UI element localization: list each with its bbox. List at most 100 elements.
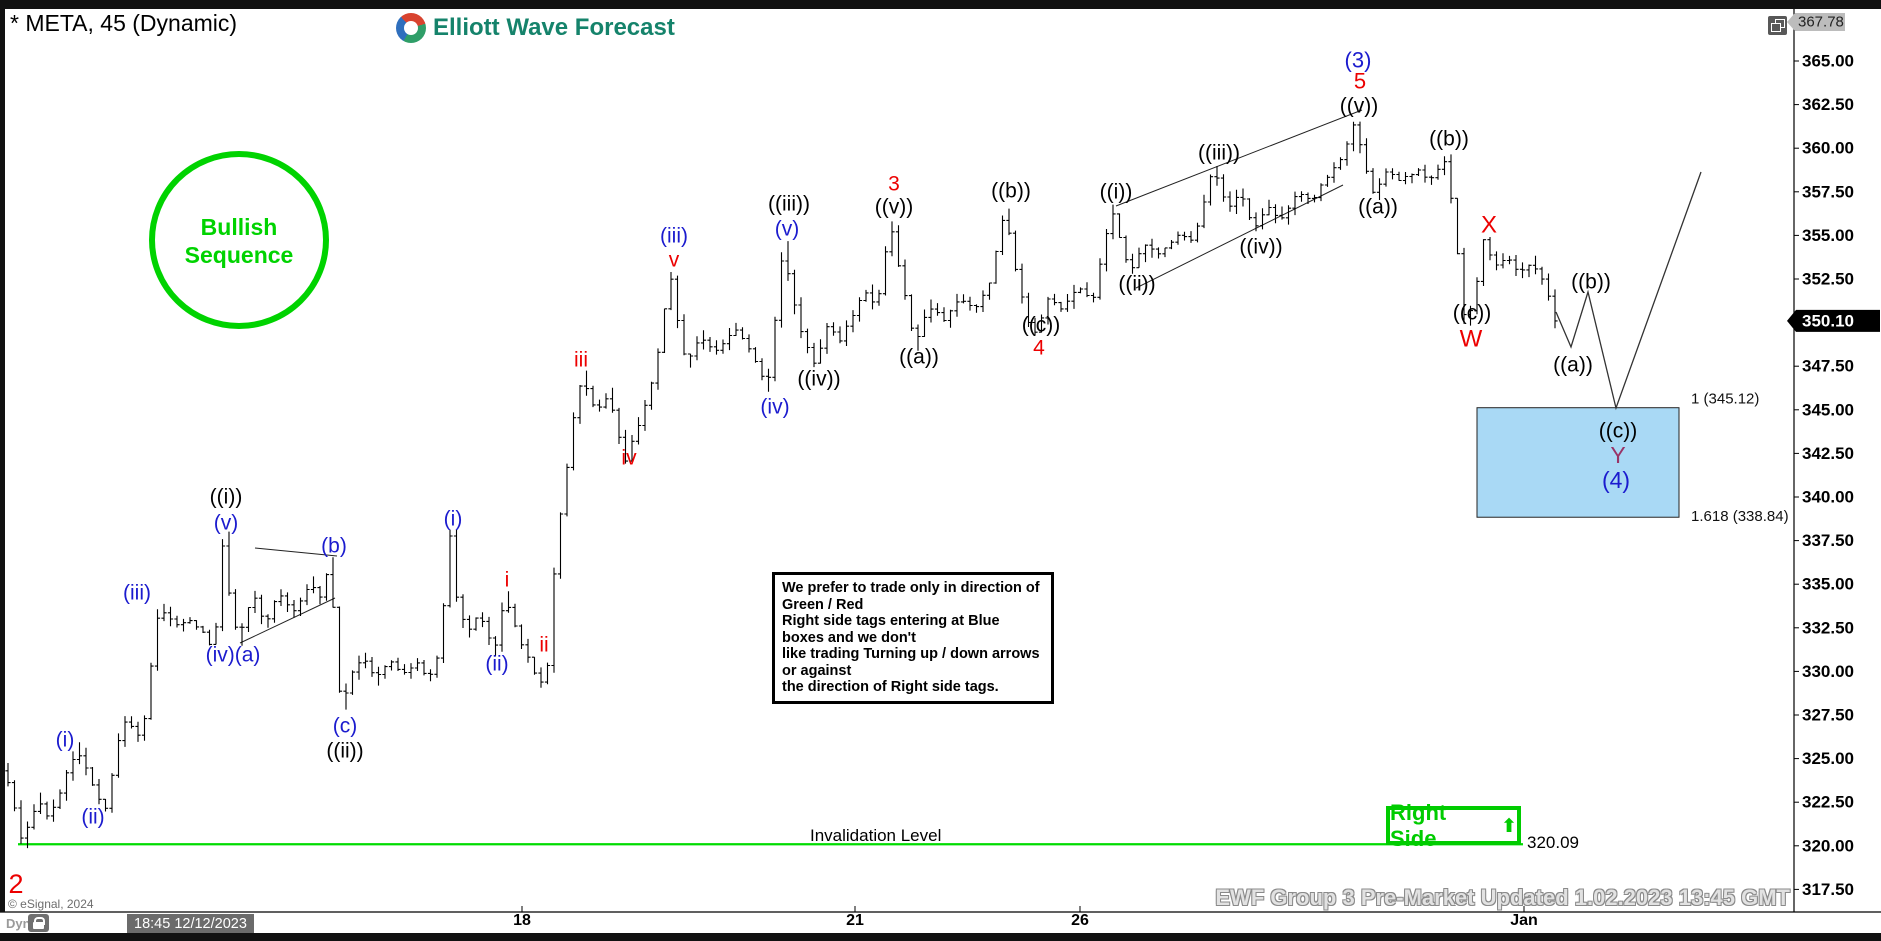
bullish-circle-text-line1: Bullish (201, 214, 278, 240)
lock-body (33, 922, 44, 929)
wave-label-42: ((c)) (1599, 420, 1637, 443)
trend-channel-line-0 (254, 547, 338, 557)
lock-shackle (34, 917, 45, 925)
right-side-tag: Right Side ⬆ (1386, 800, 1521, 851)
wave-label-37: X (1481, 212, 1497, 239)
price-label-325.00: 325.00 (1802, 749, 1854, 768)
up-arrow-icon: ⬆ (1501, 814, 1517, 837)
last-price-tag (1787, 309, 1880, 332)
price-label-347.50: 347.50 (1802, 357, 1854, 376)
blue-box-target-zone (1476, 407, 1680, 518)
wave-label-28: ((i)) (1100, 181, 1133, 204)
wave-label-43: Y (1610, 442, 1625, 468)
price-label-317.50: 317.50 (1802, 880, 1854, 899)
wave-label-21: ((iv)) (797, 368, 840, 391)
wave-label-40: ((b)) (1571, 271, 1611, 294)
wave-label-23: ((v)) (875, 196, 913, 219)
wave-label-41: ((a)) (1553, 354, 1593, 377)
trend-channel-line-2 (1115, 109, 1363, 207)
wave-label-7: (b) (321, 535, 347, 558)
wave-label-31: ((iv)) (1239, 236, 1282, 259)
time-label-21: 21 (846, 912, 864, 929)
elliott-wave-forecast-swirl-icon (396, 13, 426, 43)
wave-label-4: (iv)(a) (206, 644, 261, 667)
esignal-copyright: © eSignal, 2024 (8, 897, 94, 911)
wave-label-20: (iv) (760, 396, 789, 419)
wave-label-5: ((i)) (210, 486, 243, 509)
wave-label-32: (3) (1345, 48, 1372, 73)
price-label-342.50: 342.50 (1802, 444, 1854, 463)
wave-label-26: ((c)) (1022, 314, 1060, 337)
wave-label-16: (iii) (660, 225, 688, 248)
wave-label-38: ((c)) (1453, 302, 1491, 325)
time-label-26: 26 (1071, 912, 1089, 929)
wave-label-18: ((iii)) (768, 193, 810, 216)
session-high-price-tag-text: 367.78 (1798, 14, 1844, 31)
blue-box-top-fib-label: 1 (345.12) (1691, 391, 1759, 408)
wave-label-8: (c) (333, 715, 358, 738)
wave-label-29: ((ii)) (1118, 273, 1155, 296)
restore-icon-front-square (1771, 23, 1781, 32)
price-label-327.50: 327.50 (1802, 706, 1854, 725)
trading-disclaimer-note: We prefer to trade only in direction of … (772, 572, 1054, 704)
wave-label-15: iv (621, 447, 637, 470)
window-top-border (0, 0, 1881, 9)
brand-logo-text: Elliott Wave Forecast (433, 14, 675, 41)
wave-label-36: ((b)) (1429, 128, 1469, 151)
price-label-365.00: 365.00 (1802, 52, 1854, 71)
wave-label-19: (v) (775, 218, 800, 241)
wave-label-10: (i) (444, 508, 463, 531)
session-high-price-tag (1787, 13, 1845, 31)
wave-label-14: iii (574, 349, 588, 372)
price-label-345.00: 345.00 (1802, 400, 1854, 419)
price-bars (5, 121, 1558, 849)
window-bottom-border (0, 933, 1881, 941)
wave-label-39: W (1460, 326, 1483, 353)
wave-label-3: (iii) (123, 582, 151, 605)
price-label-352.50: 352.50 (1802, 270, 1854, 289)
wave-label-17: v (669, 249, 680, 272)
wave-label-27: 4 (1033, 337, 1045, 360)
wave-label-2: (ii) (81, 806, 104, 829)
wave-label-24: ((a)) (899, 346, 939, 369)
wave-label-44: (4) (1602, 467, 1630, 493)
invalidation-level-value: 320.09 (1527, 833, 1579, 852)
lock-icon[interactable] (28, 914, 49, 932)
price-label-355.00: 355.00 (1802, 226, 1854, 245)
trend-channel-line-1 (239, 597, 336, 644)
price-label-340.00: 340.00 (1802, 488, 1854, 507)
cursor-timestamp-badge: 18:45 12/12/2023 (127, 914, 254, 933)
price-label-332.50: 332.50 (1802, 618, 1854, 637)
wave-label-30: ((iii)) (1198, 142, 1240, 165)
wave-label-1: (i) (56, 729, 75, 752)
bullish-sequence-circle (149, 151, 329, 329)
wave-label-6: (v) (214, 512, 239, 535)
bullish-circle-text-line2: Sequence (185, 242, 294, 268)
wave-label-35: ((a)) (1358, 196, 1398, 219)
price-label-322.50: 322.50 (1802, 793, 1854, 812)
wave-label-11: (ii) (485, 653, 508, 676)
time-label-18: 18 (513, 912, 531, 929)
brand-logo: Elliott Wave Forecast (396, 13, 675, 43)
price-label-362.50: 362.50 (1802, 95, 1854, 114)
wave-label-22: 3 (888, 173, 900, 196)
wave-label-34: ((v)) (1340, 95, 1378, 118)
restore-window-icon[interactable] (1768, 16, 1787, 35)
blue-box-bottom-fib-label: 1.618 (338.84) (1691, 508, 1789, 525)
update-note: EWF Group 3 Pre-Market Updated 1.02.2023… (1215, 885, 1790, 910)
time-label-Jan: Jan (1510, 912, 1538, 929)
last-price-tag-text: 350.10 (1802, 311, 1854, 330)
symbol-title: * META, 45 (Dynamic) (10, 10, 238, 36)
price-label-337.50: 337.50 (1802, 531, 1854, 550)
wave-label-33: 5 (1354, 69, 1366, 94)
wave-label-13: ii (539, 634, 548, 657)
dynamic-mode-label: Dyn (6, 916, 31, 931)
wave-label-9: ((ii)) (326, 740, 363, 763)
wave-label-12: i (505, 569, 510, 592)
invalidation-level-label: Invalidation Level (810, 826, 942, 845)
price-label-335.00: 335.00 (1802, 575, 1854, 594)
right-side-tag-label: Right Side (1390, 799, 1447, 851)
wave-label-0: 2 (8, 869, 23, 899)
